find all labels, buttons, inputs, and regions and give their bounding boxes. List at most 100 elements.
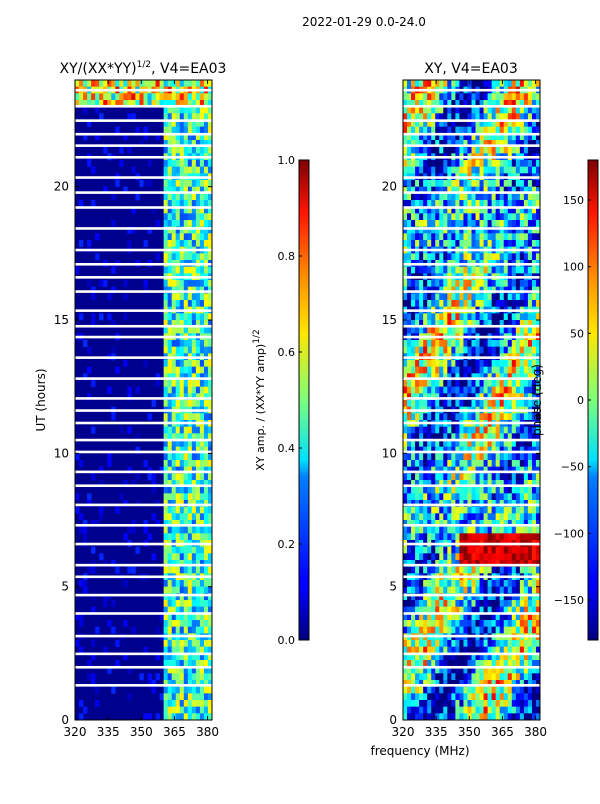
heatmap-cell bbox=[507, 506, 513, 514]
heatmap-cell bbox=[447, 186, 452, 194]
heatmap-cell bbox=[511, 526, 517, 534]
heatmap-cell bbox=[439, 133, 444, 141]
heatmap-cell bbox=[511, 206, 517, 214]
heatmap-cell bbox=[423, 226, 428, 234]
heatmap-cell bbox=[411, 653, 416, 661]
heatmap-cell bbox=[503, 220, 509, 227]
heatmap-cell bbox=[519, 320, 525, 327]
heatmap-cell bbox=[419, 126, 424, 134]
heatmap-cell bbox=[495, 613, 501, 621]
heatmap-cell bbox=[503, 206, 509, 214]
heatmap-cell bbox=[191, 566, 197, 574]
heatmap-cell bbox=[499, 293, 505, 301]
heatmap-cell bbox=[451, 453, 456, 461]
heatmap-cell bbox=[123, 360, 128, 367]
heatmap-cell bbox=[463, 686, 468, 694]
heatmap-cell bbox=[535, 200, 541, 207]
heatmap-cell bbox=[447, 100, 452, 107]
heatmap-cell bbox=[519, 466, 525, 474]
heatmap-cell bbox=[187, 133, 193, 141]
heatmap-cell bbox=[467, 586, 472, 594]
heatmap-cell bbox=[459, 620, 464, 627]
heatmap-cell bbox=[199, 113, 205, 121]
heatmap-cell bbox=[427, 166, 432, 174]
heatmap-cell bbox=[75, 506, 80, 514]
heatmap-cell bbox=[471, 520, 476, 527]
heatmap-cell bbox=[407, 640, 412, 647]
heatmap-cell bbox=[507, 486, 513, 494]
heatmap-cell bbox=[427, 106, 432, 114]
heatmap-cell bbox=[179, 300, 185, 307]
heatmap-cell bbox=[499, 320, 505, 327]
flagged-row bbox=[403, 450, 540, 454]
heatmap-cell bbox=[455, 126, 460, 134]
heatmap-cell bbox=[471, 626, 476, 634]
heatmap-cell bbox=[451, 660, 456, 667]
heatmap-cell bbox=[183, 226, 189, 234]
heatmap-cell bbox=[503, 480, 509, 487]
heatmap-cell bbox=[183, 126, 189, 134]
heatmap-cell bbox=[479, 513, 484, 521]
heatmap-cell bbox=[471, 593, 476, 601]
heatmap-cell bbox=[479, 193, 484, 201]
heatmap-cell bbox=[171, 300, 177, 307]
heatmap-cell bbox=[119, 93, 124, 101]
heatmap-cell bbox=[531, 613, 537, 621]
heatmap-cell bbox=[179, 340, 185, 347]
heatmap-cell bbox=[495, 200, 501, 207]
heatmap-cell bbox=[191, 706, 197, 714]
heatmap-cell bbox=[143, 646, 148, 654]
heatmap-cell bbox=[423, 320, 428, 327]
heatmap-cell bbox=[427, 126, 432, 134]
heatmap-cell bbox=[415, 693, 420, 701]
heatmap-cell bbox=[443, 513, 448, 521]
heatmap-cell bbox=[519, 366, 525, 374]
heatmap-cell bbox=[91, 606, 96, 614]
heatmap-cell bbox=[483, 440, 488, 447]
heatmap-cell bbox=[495, 460, 501, 467]
heatmap-cell bbox=[435, 226, 440, 234]
heatmap-cell bbox=[479, 393, 484, 401]
heatmap-cell bbox=[471, 300, 476, 307]
heatmap-cell bbox=[163, 440, 168, 447]
heatmap-cell bbox=[135, 546, 140, 554]
flagged-row bbox=[75, 612, 212, 615]
heatmap-cell bbox=[511, 293, 517, 301]
heatmap-cell bbox=[195, 646, 201, 654]
heatmap-cell bbox=[415, 413, 420, 421]
heatmap-cell bbox=[503, 446, 509, 454]
heatmap-cell bbox=[499, 360, 505, 367]
heatmap-cell bbox=[519, 700, 525, 707]
heatmap-cell bbox=[175, 120, 181, 127]
heatmap-cell bbox=[443, 426, 448, 434]
heatmap-cell bbox=[107, 93, 112, 101]
heatmap-cell bbox=[475, 320, 480, 327]
heatmap-cell bbox=[171, 213, 177, 221]
heatmap-cell bbox=[511, 226, 517, 234]
heatmap-cell bbox=[195, 393, 201, 401]
heatmap-cell bbox=[183, 653, 189, 661]
heatmap-cell bbox=[187, 340, 193, 347]
heatmap-cell bbox=[463, 213, 468, 221]
heatmap-cell bbox=[411, 513, 416, 521]
heatmap-cell bbox=[479, 126, 484, 134]
heatmap-cell bbox=[427, 640, 432, 647]
heatmap-cell bbox=[191, 453, 197, 461]
heatmap-cell bbox=[535, 313, 541, 321]
heatmap-cell bbox=[179, 233, 185, 241]
heatmap-cell bbox=[111, 346, 116, 354]
heatmap-cell bbox=[443, 700, 448, 707]
heatmap-cell bbox=[531, 460, 537, 467]
heatmap-cell bbox=[191, 400, 197, 407]
heatmap-cell bbox=[419, 526, 424, 534]
heatmap-cell bbox=[403, 580, 408, 587]
heatmap-cell bbox=[527, 346, 533, 354]
heatmap-cell bbox=[535, 386, 541, 394]
heatmap-cell bbox=[471, 613, 476, 621]
heatmap-cell bbox=[411, 240, 416, 247]
heatmap-cell bbox=[207, 533, 213, 541]
heatmap-cell bbox=[471, 386, 476, 394]
heatmap-cell bbox=[199, 326, 205, 334]
heatmap-cell bbox=[191, 673, 197, 681]
